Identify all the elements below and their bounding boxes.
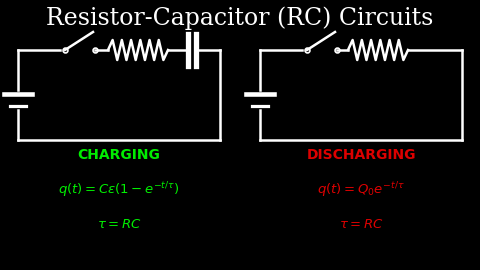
Text: DISCHARGING: DISCHARGING (306, 148, 416, 162)
Text: Resistor-Capacitor (RC) Circuits: Resistor-Capacitor (RC) Circuits (46, 6, 434, 30)
Text: $\tau = RC$: $\tau = RC$ (96, 218, 141, 231)
Text: $q(t) = Q_0 e^{-t/\tau}$: $q(t) = Q_0 e^{-t/\tau}$ (317, 180, 405, 200)
Text: CHARGING: CHARGING (78, 148, 160, 162)
Text: $q(t) = C\varepsilon\left(1 - e^{-t/\tau}\right)$: $q(t) = C\varepsilon\left(1 - e^{-t/\tau… (58, 180, 180, 200)
Text: $\tau = RC$: $\tau = RC$ (339, 218, 384, 231)
